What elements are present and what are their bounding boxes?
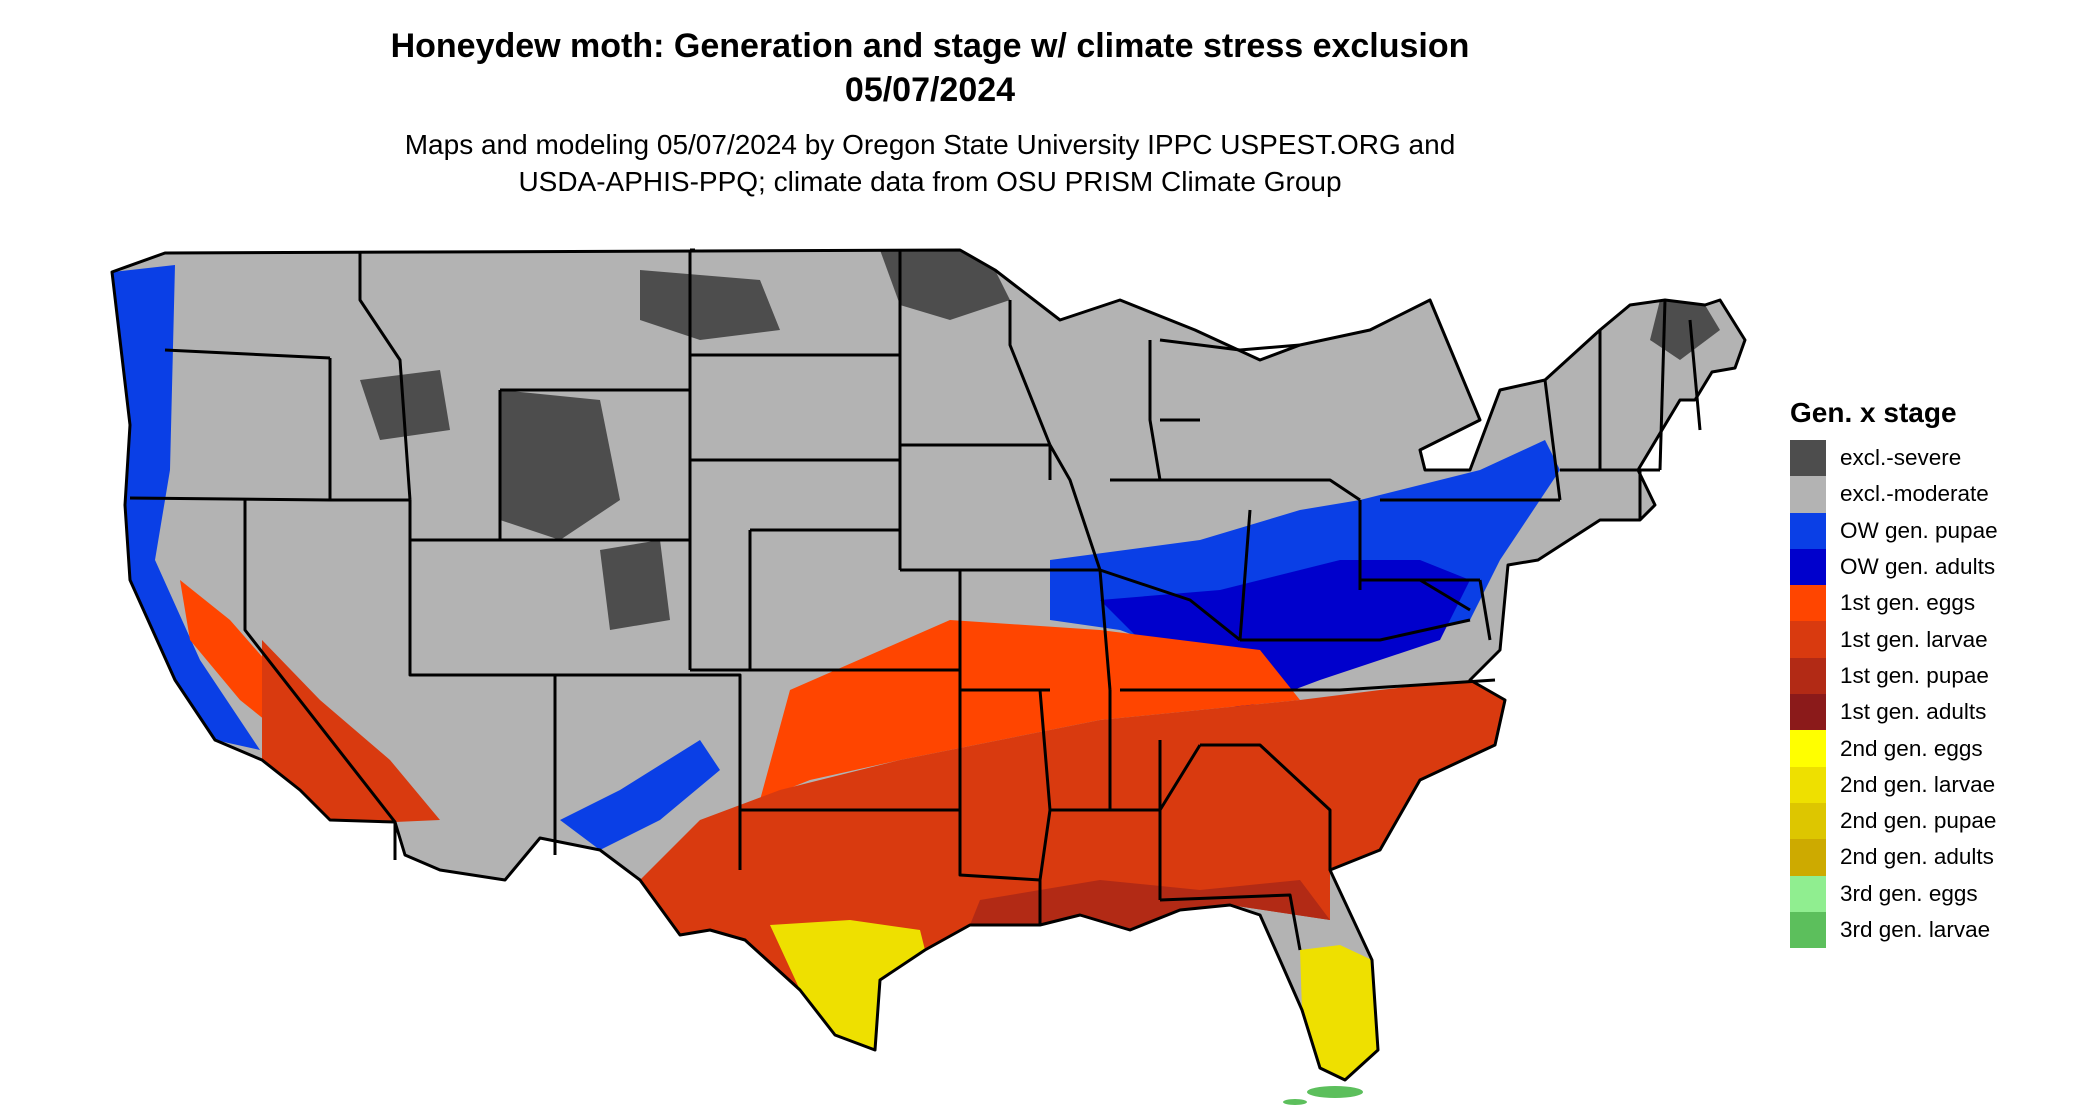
legend-item: 3rd gen. eggs <box>1790 875 2090 912</box>
legend-swatch <box>1790 766 1826 803</box>
legend: Gen. x stage excl.-severe excl.-moderate O… <box>1790 396 2090 949</box>
legend-swatch <box>1790 694 1826 731</box>
legend-label: excl.-severe <box>1840 445 1962 471</box>
legend-title: Gen. x stage <box>1790 397 1957 428</box>
legend-swatch <box>1790 730 1826 767</box>
legend-swatch <box>1790 839 1826 876</box>
legend-item: 1st gen. larvae <box>1790 621 2090 658</box>
legend-label: 1st gen. pupae <box>1840 662 1989 688</box>
legend-item: 1st gen. eggs <box>1790 585 2090 622</box>
legend-swatch <box>1790 476 1826 513</box>
map-title: Honeydew moth: Generation and stage w/ c… <box>390 27 1470 65</box>
legend-item: 1st gen. pupae <box>1790 657 2090 695</box>
legend-item: excl.-moderate <box>1790 476 2090 513</box>
legend-swatch <box>1790 548 1826 586</box>
legend-item: 2nd gen. adults <box>1790 839 2090 876</box>
legend-label: 2nd gen. adults <box>1840 844 1994 870</box>
legend-item: OW gen. adults <box>1790 548 2090 586</box>
map-date: 05/07/2024 <box>844 71 1016 109</box>
legend-item: OW gen. pupae <box>1790 512 2090 549</box>
legend-label: OW gen. adults <box>1840 554 1996 580</box>
legend-label: 2nd gen. pupae <box>1840 808 1997 834</box>
legend-label: 1st gen. adults <box>1840 699 1987 725</box>
legend-label: 2nd gen. larvae <box>1840 771 1996 797</box>
legend-label: excl.-moderate <box>1840 481 1989 507</box>
legend-swatch <box>1790 657 1826 695</box>
legend-item: 2nd gen. pupae <box>1790 802 2090 840</box>
legend-swatch <box>1790 512 1826 549</box>
map-keys <box>1283 1086 1363 1105</box>
state-boundaries <box>110 248 1747 1082</box>
legend-label: 1st gen. larvae <box>1840 626 1988 652</box>
legend-swatch <box>1790 621 1826 658</box>
legend-item: 3rd gen. larvae <box>1790 911 2090 949</box>
legend-swatch <box>1790 875 1826 912</box>
legend-swatch <box>1790 585 1826 622</box>
map-subtitle-line1: Maps and modeling 05/07/2024 by Oregon S… <box>404 129 1456 160</box>
legend-swatch <box>1790 911 1826 949</box>
legend-swatch <box>1790 440 1826 477</box>
legend-label: OW gen. pupae <box>1840 517 1998 543</box>
legend-label: 2nd gen. eggs <box>1840 735 1983 761</box>
legend-label: 3rd gen. larvae <box>1840 917 1991 942</box>
legend-item: 2nd gen. eggs <box>1790 730 2090 767</box>
legend-item: excl.-severe <box>1790 440 2090 477</box>
legend-swatch <box>1790 802 1826 840</box>
legend-label: 3rd gen. eggs <box>1840 880 1978 906</box>
map-subtitle-line2: USDA-APHIS-PPQ; climate data from OSU PR… <box>518 166 1342 197</box>
legend-label: 1st gen. eggs <box>1840 590 1976 616</box>
legend-item: 2nd gen. larvae <box>1790 766 2090 803</box>
legend-item: 1st gen. adults <box>1790 694 2090 731</box>
